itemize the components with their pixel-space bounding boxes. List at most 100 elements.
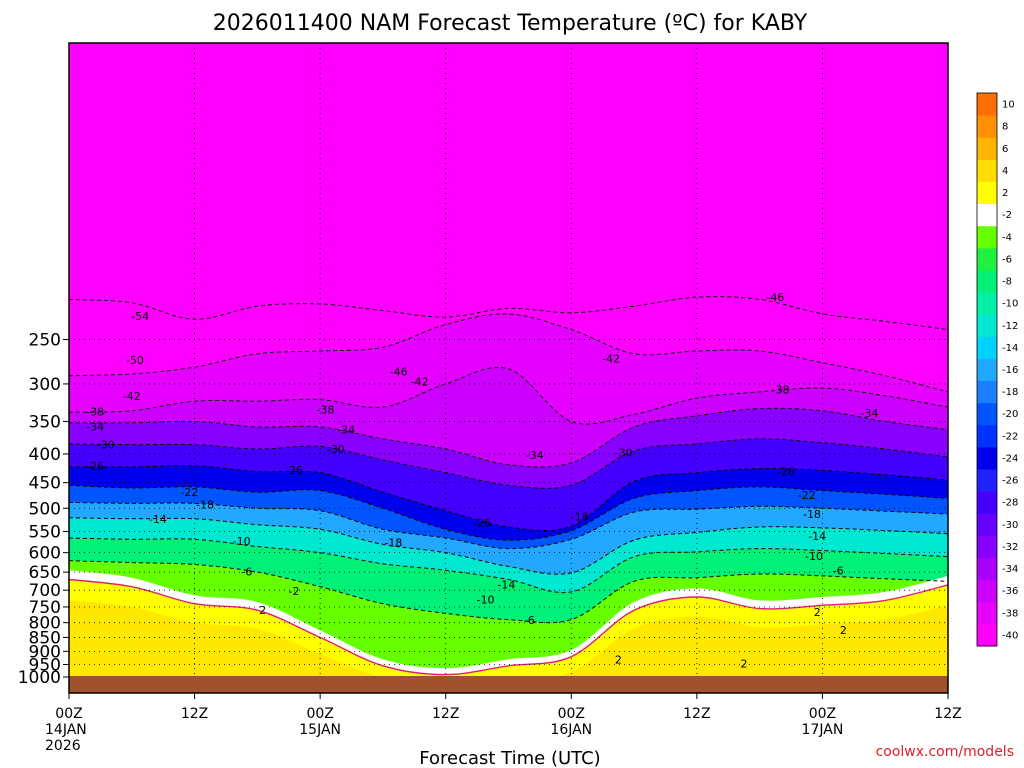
colorbar-swatch	[977, 623, 997, 647]
colorbar-swatch	[977, 137, 997, 160]
colorbar-swatch	[977, 513, 997, 536]
band-warm	[69, 600, 948, 693]
y-tick-label: 700	[29, 581, 61, 601]
x-axis-label: Forecast Time (UTC)	[419, 748, 600, 768]
colorbar-swatch	[977, 115, 997, 138]
colorbar-swatch	[977, 203, 997, 227]
x-tick-label: 14JAN	[45, 722, 87, 738]
contour-label: -38	[772, 384, 790, 397]
contour-label: 2	[615, 653, 622, 666]
contour-label: -18	[803, 508, 821, 521]
colorbar-tick-label: 2	[1002, 188, 1008, 199]
colorbar-swatch	[977, 424, 997, 448]
colorbar-swatch	[977, 601, 997, 625]
colorbar-swatch	[977, 380, 997, 404]
colorbar-swatch	[977, 314, 997, 337]
colorbar-tick-label: -40	[1002, 630, 1018, 641]
contour-label: -46	[390, 365, 408, 378]
y-tick-label: 400	[29, 445, 61, 465]
colorbar-swatch	[977, 469, 997, 492]
x-tick-label: 00Z	[558, 706, 585, 722]
colorbar-swatch	[977, 269, 997, 293]
contour-label: -42	[411, 375, 429, 388]
colorbar-tick-label: -10	[1002, 299, 1018, 310]
colorbar-swatch	[977, 446, 997, 470]
colorbar-swatch	[977, 159, 997, 182]
contour-label: -10	[805, 550, 823, 563]
plot-frame	[68, 42, 949, 694]
x-tick-label: 12Z	[683, 706, 710, 722]
contour-label: -26	[777, 466, 795, 479]
contour-label: -50	[126, 354, 144, 367]
y-tick-label: 600	[29, 544, 61, 564]
contour-label: -34	[86, 420, 104, 433]
colorbar-tick-label: -16	[1002, 365, 1018, 376]
colorbar-swatch	[977, 557, 997, 581]
contour-label: -18	[196, 498, 214, 511]
colorbar-tick-label: -2	[1002, 210, 1012, 221]
contour-label: -10	[233, 535, 251, 548]
y-tick-label: 750	[29, 598, 61, 618]
contour-label: -34	[337, 424, 355, 437]
isotherm--10	[69, 537, 948, 594]
colorbar-tick-label: -34	[1002, 564, 1018, 575]
colorbar-tick-label: -22	[1002, 431, 1018, 442]
isotherm--22	[69, 484, 948, 541]
isotherm--14	[69, 517, 948, 575]
colorbar-swatch	[977, 358, 997, 382]
credit-text: coolwx.com/models	[876, 744, 1014, 760]
isotherm--18	[69, 501, 948, 550]
ground-surface	[69, 676, 948, 693]
contour-label: -26	[86, 460, 104, 473]
contour-label: -6	[241, 565, 252, 578]
contour-label: -34	[526, 449, 544, 462]
plot-area: -54-50-46-42-42-46-42-38 -38-38-34 -34-34-…	[69, 43, 948, 693]
y-tick-label: 450	[29, 474, 61, 494]
x-tick-label: 00Z	[306, 706, 333, 722]
x-tick-label: 12Z	[432, 706, 459, 722]
y-tick-label: 850	[29, 628, 61, 648]
contour-label: -30	[615, 447, 633, 460]
x-tick-label: 12Z	[181, 706, 208, 722]
colorbar-tick-label: -36	[1002, 586, 1018, 597]
contour-label: -38	[86, 406, 104, 419]
colorbar-swatch	[977, 93, 997, 116]
x-tick-label: 17JAN	[802, 722, 844, 738]
colorbar-swatch	[977, 247, 997, 271]
colorbar-swatch	[977, 225, 997, 249]
y-tick-label: 550	[29, 522, 61, 542]
y-tick-label: 950	[29, 656, 61, 676]
y-tick-label: 900	[29, 642, 61, 662]
y-tick-label: 800	[29, 614, 61, 634]
contour-label: -38	[316, 403, 334, 416]
contour-label: -18	[571, 510, 589, 523]
contour-label: 2	[259, 604, 266, 617]
chart-title: 2026011400 NAM Forecast Temperature (ºC)…	[213, 11, 808, 36]
colorbar-tick-label: -6	[1002, 254, 1012, 265]
isotherm--6	[69, 560, 948, 624]
contour-label: -6	[524, 614, 535, 627]
contour-label: -22	[798, 489, 816, 502]
contour-label: -54	[131, 310, 149, 323]
colorbar-tick-label: -24	[1002, 453, 1018, 464]
y-tick-label: 500	[29, 499, 61, 519]
y-tick-label: 1000	[18, 668, 61, 688]
contour-label: 2	[740, 657, 747, 670]
contour-label: -26	[473, 516, 491, 529]
contour-label: -42	[602, 352, 620, 365]
colorbar-tick-label: -4	[1002, 232, 1012, 243]
colorbar-tick-label: -32	[1002, 542, 1018, 553]
isotherm--26	[69, 465, 948, 531]
colorbar-tick-label: 8	[1002, 122, 1008, 133]
y-tick-label: 350	[29, 412, 61, 432]
colorbar-tick-label: 6	[1002, 144, 1008, 155]
isotherm--30	[69, 438, 948, 489]
contour-labels: -54-50-46-42-42-46-42-38 -38-38-34 -34-34-…	[86, 291, 878, 670]
contour-label: -10	[476, 594, 494, 607]
isotherm--38	[69, 367, 948, 425]
contour-label: -46	[766, 291, 784, 304]
x-tick-label: 00Z	[809, 706, 836, 722]
colorbar-swatch	[977, 181, 997, 205]
colorbar-tick-label: -18	[1002, 387, 1018, 398]
